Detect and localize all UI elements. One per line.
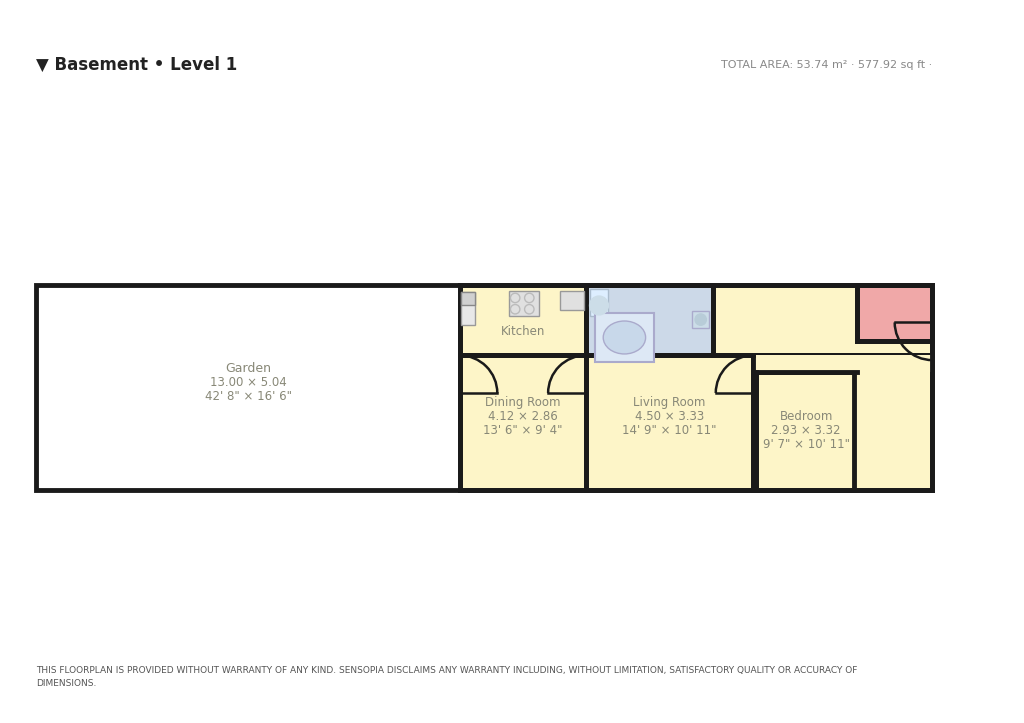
Bar [692, 311, 710, 328]
Text: THIS FLOORPLAN IS PROVIDED WITHOUT WARRANTY OF ANY KIND. SENSOPIA DISCLAIMS ANY : THIS FLOORPLAN IS PROVIDED WITHOUT WARRA… [36, 667, 857, 675]
Circle shape [695, 314, 707, 325]
Circle shape [590, 296, 608, 315]
Text: 14' 9" × 10' 11": 14' 9" × 10' 11" [623, 424, 717, 437]
Text: 13.00 × 5.04: 13.00 × 5.04 [210, 376, 287, 389]
Bar [757, 372, 854, 490]
Text: 9' 7" × 10' 11": 9' 7" × 10' 11" [763, 438, 850, 451]
Text: Bedroom: Bedroom [779, 410, 833, 423]
Text: ▼ Basement • Level 1: ▼ Basement • Level 1 [36, 56, 237, 74]
Bar [560, 291, 584, 310]
Text: Living Room: Living Room [634, 396, 706, 409]
Bar [460, 285, 586, 356]
Text: 4.50 × 3.33: 4.50 × 3.33 [635, 410, 705, 423]
Text: 2.93 × 3.32: 2.93 × 3.32 [771, 424, 841, 437]
Bar [857, 285, 933, 341]
Text: DIMENSIONS.: DIMENSIONS. [36, 679, 96, 688]
Bar [590, 289, 608, 316]
Bar [36, 285, 462, 490]
Text: Garden: Garden [225, 362, 271, 375]
Bar [754, 356, 933, 490]
Ellipse shape [603, 321, 645, 354]
Bar [713, 285, 933, 356]
Text: 42' 8" × 16' 6": 42' 8" × 16' 6" [205, 390, 292, 403]
Text: Kitchen: Kitchen [501, 325, 545, 338]
Text: 4.12 × 2.86: 4.12 × 2.86 [487, 410, 558, 423]
Bar [586, 285, 713, 356]
Bar [595, 313, 653, 362]
Bar [462, 292, 475, 325]
Bar [586, 356, 754, 490]
Bar [462, 292, 475, 305]
Bar [460, 356, 586, 490]
Bar [754, 356, 933, 372]
Text: Dining Room: Dining Room [485, 396, 560, 409]
Text: TOTAL AREA: 53.74 m² · 577.92 sq ft ·: TOTAL AREA: 53.74 m² · 577.92 sq ft · [721, 60, 933, 70]
Bar [509, 291, 539, 316]
Text: 13' 6" × 9' 4": 13' 6" × 9' 4" [483, 424, 562, 437]
